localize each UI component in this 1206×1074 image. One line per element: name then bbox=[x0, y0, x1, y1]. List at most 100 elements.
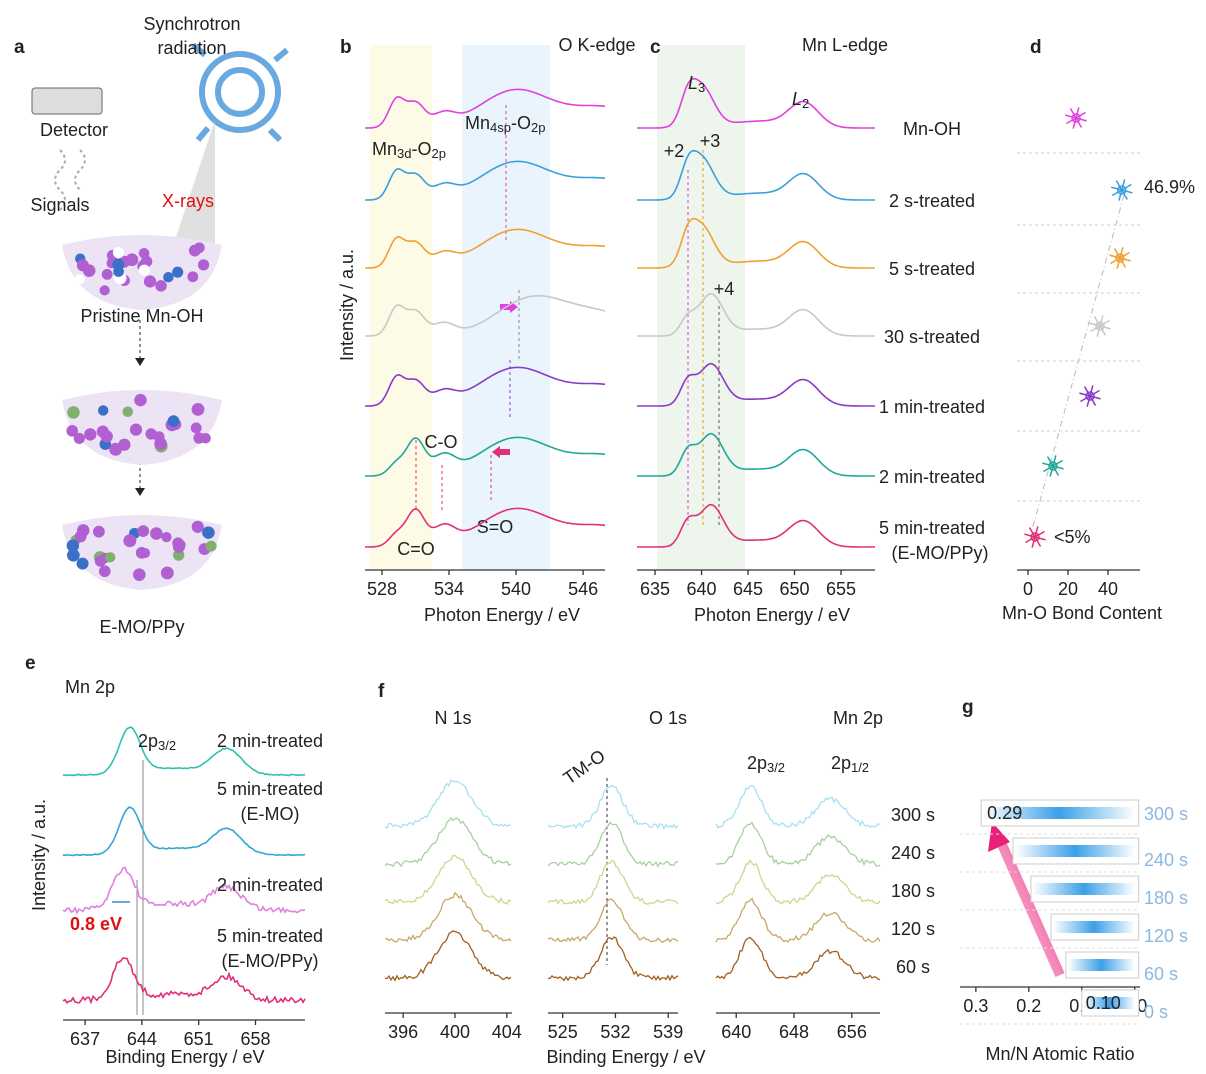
atom bbox=[125, 253, 139, 267]
marker-core bbox=[1030, 532, 1040, 542]
spectrum bbox=[637, 292, 875, 337]
x-tick-label: 546 bbox=[568, 579, 598, 599]
spectrum bbox=[384, 891, 512, 943]
spectrum bbox=[637, 149, 875, 201]
atom bbox=[150, 527, 163, 540]
text-part: -O bbox=[411, 139, 431, 159]
marker-stroke bbox=[1080, 389, 1100, 403]
detector-icon bbox=[31, 87, 103, 115]
atom bbox=[191, 403, 205, 416]
label: E-MO/PPy bbox=[99, 617, 184, 637]
spectrum bbox=[637, 362, 875, 407]
atom bbox=[163, 271, 174, 283]
spectrum bbox=[62, 806, 306, 857]
text-part: 2 bbox=[802, 96, 809, 111]
x-tick-label: 40 bbox=[1098, 579, 1118, 599]
atom bbox=[138, 264, 150, 276]
label: X-rays bbox=[162, 191, 214, 211]
annotation: 2p3/2 bbox=[747, 753, 785, 776]
annotation: 2p3/2 bbox=[138, 731, 176, 754]
bar bbox=[1014, 845, 1135, 857]
atom bbox=[101, 268, 113, 280]
x-tick-label: 656 bbox=[837, 1022, 867, 1042]
atom bbox=[98, 565, 111, 578]
atom bbox=[99, 285, 110, 296]
row-label: (E-MO/PPy) bbox=[892, 543, 989, 563]
atom bbox=[160, 566, 174, 580]
text-part: 4sp bbox=[490, 120, 511, 135]
label: +3 bbox=[700, 131, 721, 151]
spectrum bbox=[384, 816, 512, 868]
trend-arrow bbox=[995, 837, 1065, 978]
shift-arrow bbox=[492, 446, 500, 458]
category-label: 60 s bbox=[1144, 964, 1178, 984]
panel-label: g bbox=[962, 697, 974, 718]
text-part: Mn bbox=[372, 139, 397, 159]
atom bbox=[202, 526, 215, 539]
x-tick-label: 651 bbox=[184, 1029, 214, 1049]
spectrum bbox=[365, 436, 606, 477]
curve-label: (E-MO) bbox=[241, 804, 300, 824]
row-label: 30 s-treated bbox=[884, 327, 980, 347]
marker-core bbox=[1071, 113, 1081, 123]
annotation: TM-O bbox=[560, 746, 609, 789]
atom bbox=[137, 525, 150, 537]
shade bbox=[657, 45, 745, 570]
spectrum bbox=[637, 503, 875, 548]
marker-stroke bbox=[1110, 251, 1130, 265]
spectrum bbox=[715, 936, 881, 981]
text-part: 2p bbox=[747, 753, 767, 773]
atom bbox=[73, 432, 85, 445]
marker-stroke bbox=[1111, 183, 1132, 197]
atom bbox=[154, 437, 167, 450]
x-tick-label: 396 bbox=[388, 1022, 418, 1042]
bar bbox=[1032, 883, 1135, 895]
x-tick-label: 0 bbox=[1023, 579, 1033, 599]
marker-core bbox=[1095, 321, 1105, 331]
region-label: Mn 2p bbox=[833, 708, 883, 728]
x-axis-label: Binding Energy / eV bbox=[105, 1047, 264, 1067]
text-part: Mn bbox=[465, 113, 490, 133]
spectrum bbox=[637, 217, 875, 269]
x-axis-label: Mn-O Bond Content bbox=[1002, 603, 1162, 623]
x-tick-label: 528 bbox=[367, 579, 397, 599]
y-axis-label: Intensity / a.u. bbox=[29, 799, 49, 911]
x-axis-label: Binding Energy / eV bbox=[546, 1047, 705, 1067]
atom bbox=[97, 405, 109, 416]
text-part: 2p bbox=[138, 731, 158, 751]
x-tick-label: 640 bbox=[687, 579, 717, 599]
atom bbox=[133, 568, 146, 581]
time-label: 120 s bbox=[891, 919, 935, 939]
atom bbox=[74, 274, 85, 285]
value-label: 0.10 bbox=[1086, 993, 1121, 1013]
spectrum bbox=[715, 784, 881, 829]
bar bbox=[1053, 921, 1135, 933]
text-part: 2p bbox=[431, 146, 445, 161]
x-tick-label: 20 bbox=[1058, 579, 1078, 599]
text-part: 2p bbox=[531, 120, 545, 135]
x-tick-label: 635 bbox=[640, 579, 670, 599]
marker-stroke bbox=[1066, 111, 1086, 125]
x-tick-label: 655 bbox=[826, 579, 856, 599]
text-part: 3/2 bbox=[158, 738, 176, 753]
text-part: 2p bbox=[831, 753, 851, 773]
x-tick-label: 534 bbox=[434, 579, 464, 599]
text-part: 3/2 bbox=[767, 760, 785, 775]
panel-label: a bbox=[14, 37, 25, 58]
row-label: 1 min-treated bbox=[879, 397, 985, 417]
spectrum bbox=[547, 898, 679, 943]
label: radiation bbox=[157, 38, 226, 58]
atom bbox=[200, 433, 211, 444]
x-tick-label: 644 bbox=[127, 1029, 157, 1049]
row-label: Mn-OH bbox=[903, 119, 961, 139]
row-label: 2 s-treated bbox=[889, 191, 975, 211]
panel-label: e bbox=[25, 653, 36, 674]
panel-label: d bbox=[1030, 37, 1042, 58]
atom bbox=[66, 539, 80, 552]
x-tick-label: 540 bbox=[501, 579, 531, 599]
marker-stroke bbox=[1025, 530, 1045, 544]
time-label: 300 s bbox=[891, 805, 935, 825]
marker-core bbox=[1048, 461, 1058, 471]
atom bbox=[74, 530, 87, 543]
curve-label: 2 min-treated bbox=[217, 731, 323, 751]
